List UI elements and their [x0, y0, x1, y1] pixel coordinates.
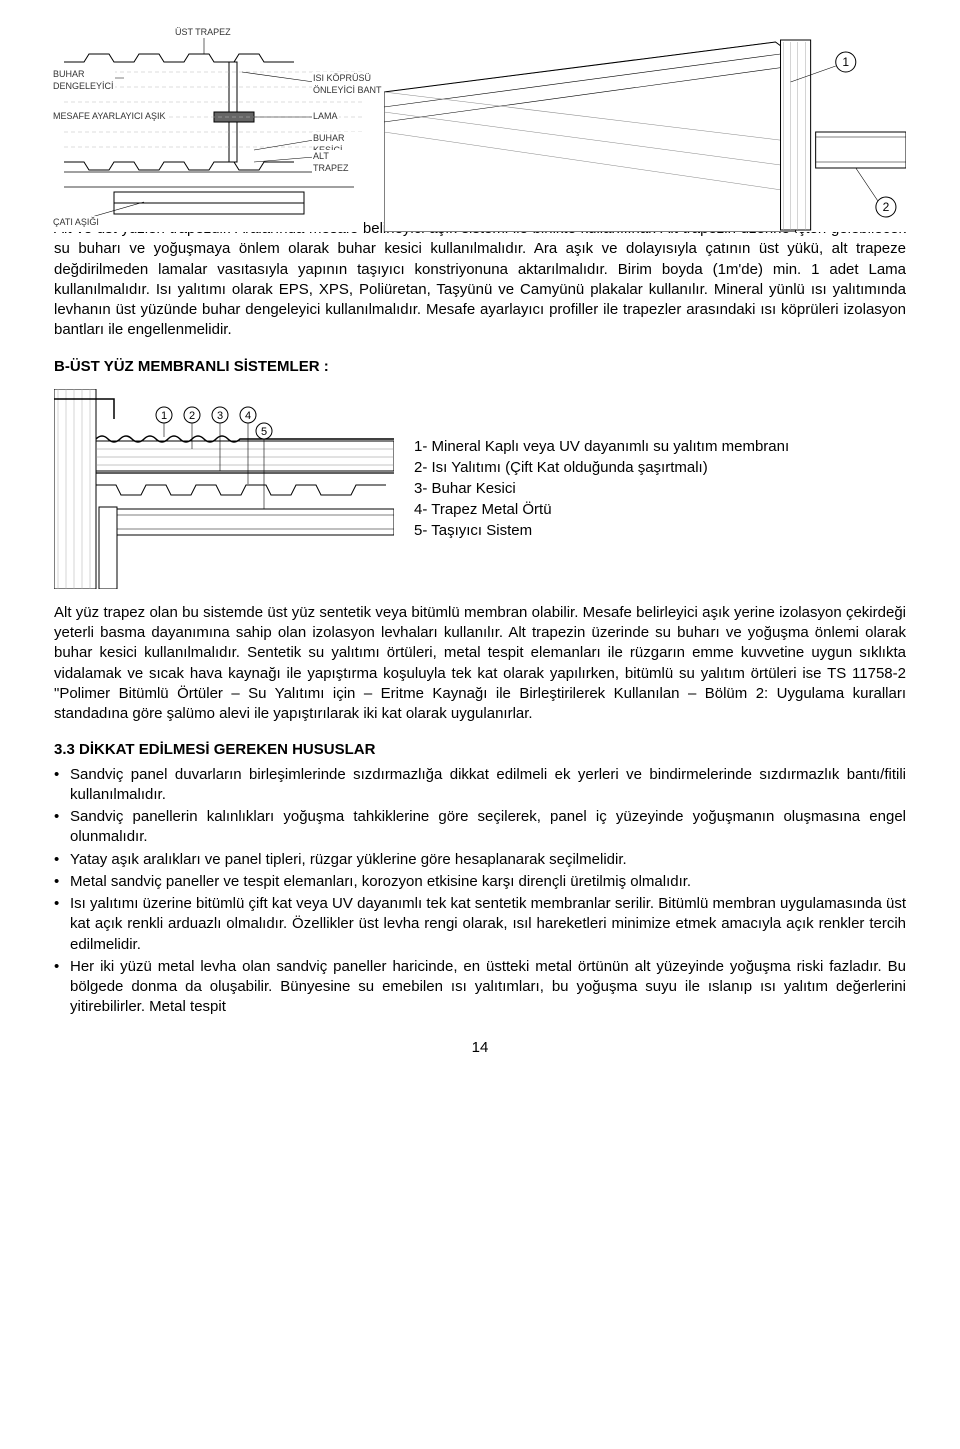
fig2-legend-4: 4- Trapez Metal Örtü: [414, 499, 906, 520]
svg-text:4: 4: [245, 410, 251, 422]
label-lama: LAMA: [312, 110, 339, 122]
heading-b: B-ÜST YÜZ MEMBRANLI SİSTEMLER :: [54, 357, 906, 377]
heading-3-3: 3.3 DİKKAT EDİLMESİ GEREKEN HUSUSLAR: [54, 740, 906, 760]
fig1-callout-1: 1: [842, 55, 849, 69]
bullet-item: Metal sandviç paneller ve tespit elemanl…: [54, 872, 906, 892]
label-mesafe-asik: MESAFE AYARLAYICI AŞIK: [52, 110, 167, 122]
figure-1-row: ÜST TRAPEZ BUHAR DENGELEYİCİ MESAFE AYAR…: [54, 32, 906, 232]
label-ust-trapez: ÜST TRAPEZ: [174, 26, 232, 38]
paragraph-2: Alt yüz trapez olan bu sistemde üst yüz …: [54, 603, 906, 725]
paragraph-1: Alt ve üst yüzleri trapezdir. Aralarında…: [54, 219, 906, 341]
label-buhar-dengeleyici: BUHAR DENGELEYİCİ: [52, 68, 115, 92]
page-number: 14: [54, 1038, 906, 1058]
fig2-legend-1: 1- Mineral Kaplı veya UV dayanımlı su ya…: [414, 436, 906, 457]
diagram-1-right-svg: 1 2: [384, 32, 906, 232]
svg-text:2: 2: [189, 410, 195, 422]
figure-2-diagram: 1 2 3 4 5: [54, 389, 394, 589]
svg-text:5: 5: [261, 426, 267, 438]
bullet-item: Isı yalıtımı üzerine bitümlü çift kat ve…: [54, 894, 906, 955]
figure-1-left-diagram: ÜST TRAPEZ BUHAR DENGELEYİCİ MESAFE AYAR…: [54, 32, 364, 232]
figure-2-legend: 1- Mineral Kaplı veya UV dayanımlı su ya…: [414, 436, 906, 541]
bullet-list: Sandviç panel duvarların birleşimlerinde…: [54, 765, 906, 1018]
label-cati-asigi: ÇATI AŞIĞI: [52, 216, 100, 228]
bullet-item: Yatay aşık aralıkları ve panel tipleri, …: [54, 850, 906, 870]
figure-1-right-diagram: 1 2: [384, 32, 906, 232]
fig2-legend-5: 5- Taşıyıcı Sistem: [414, 520, 906, 541]
bullet-item: Sandviç panellerin kalınlıkları yoğuşma …: [54, 807, 906, 848]
bullet-item: Her iki yüzü metal levha olan sandviç pa…: [54, 957, 906, 1018]
figure-2-row: 1 2 3 4 5 1- Mineral Kaplı veya UV dayan…: [54, 389, 906, 589]
svg-text:3: 3: [217, 410, 223, 422]
fig2-legend-3: 3- Buhar Kesici: [414, 478, 906, 499]
fig2-legend-2: 2- Isı Yalıtımı (Çift Kat olduğunda şaşı…: [414, 457, 906, 478]
svg-text:1: 1: [161, 410, 167, 422]
label-isi-koprusu: ISI KÖPRÜSÜ ÖNLEYİCİ BANT: [312, 72, 383, 96]
label-alt-trapez: ALT TRAPEZ: [312, 150, 364, 174]
diagram-2-svg: 1 2 3 4 5: [54, 389, 394, 589]
fig1-callout-2: 2: [883, 200, 890, 214]
bullet-item: Sandviç panel duvarların birleşimlerinde…: [54, 765, 906, 806]
